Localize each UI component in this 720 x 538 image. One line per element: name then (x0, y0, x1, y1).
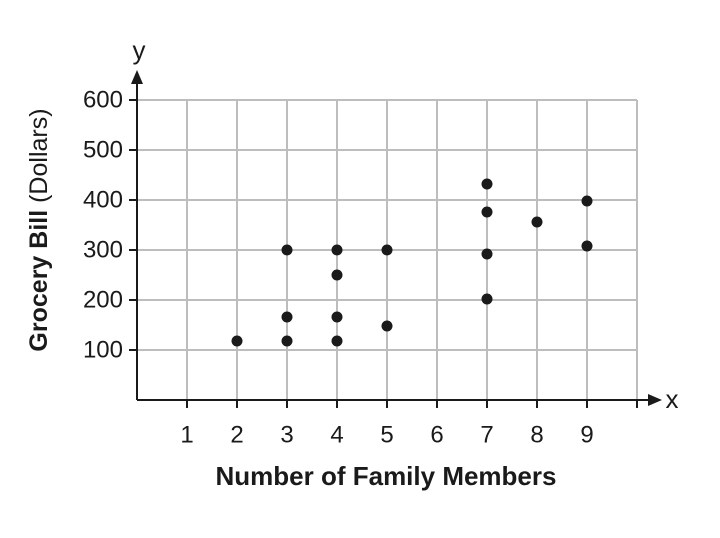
y-tick-label: 200 (83, 286, 123, 313)
point (381, 320, 393, 332)
x-tick-label: 8 (530, 421, 543, 448)
x-axis-label: Number of Family Members (216, 461, 557, 491)
y-axis-arrow (131, 70, 143, 84)
x-tick-label: 7 (480, 421, 493, 448)
y-tick-label: 400 (83, 186, 123, 213)
x-tick-label: 2 (230, 421, 243, 448)
x-tick-label: 3 (280, 421, 293, 448)
point (331, 311, 343, 323)
x-tick-label: 1 (180, 421, 193, 448)
y-axis-letter: y (133, 35, 146, 65)
point (381, 244, 393, 256)
y-axis-label-main: Grocery Bill (25, 210, 53, 352)
y-axis-label: Grocery Bill (Dollars) (25, 108, 53, 351)
point (481, 248, 493, 260)
x-tick-label: 6 (430, 421, 443, 448)
point (531, 216, 543, 228)
point (581, 195, 593, 207)
point (481, 206, 493, 218)
point (481, 178, 493, 190)
x-tick-label: 9 (580, 421, 593, 448)
point (331, 335, 343, 347)
point (281, 335, 293, 347)
point (331, 269, 343, 281)
y-tick-label: 100 (83, 336, 123, 363)
point (581, 240, 593, 252)
point (281, 244, 293, 256)
y-tick-label: 300 (83, 236, 123, 263)
point (231, 335, 243, 347)
point (481, 293, 493, 305)
x-axis-arrow (648, 394, 662, 406)
x-axis-letter: x (666, 384, 679, 414)
x-tick-label: 5 (380, 421, 393, 448)
y-tick-label: 500 (83, 136, 123, 163)
y-axis-label-unit: (Dollars) (25, 108, 53, 202)
y-tick-label: 600 (83, 86, 123, 113)
point (281, 311, 293, 323)
x-tick-label: 4 (330, 421, 343, 448)
point (331, 244, 343, 256)
